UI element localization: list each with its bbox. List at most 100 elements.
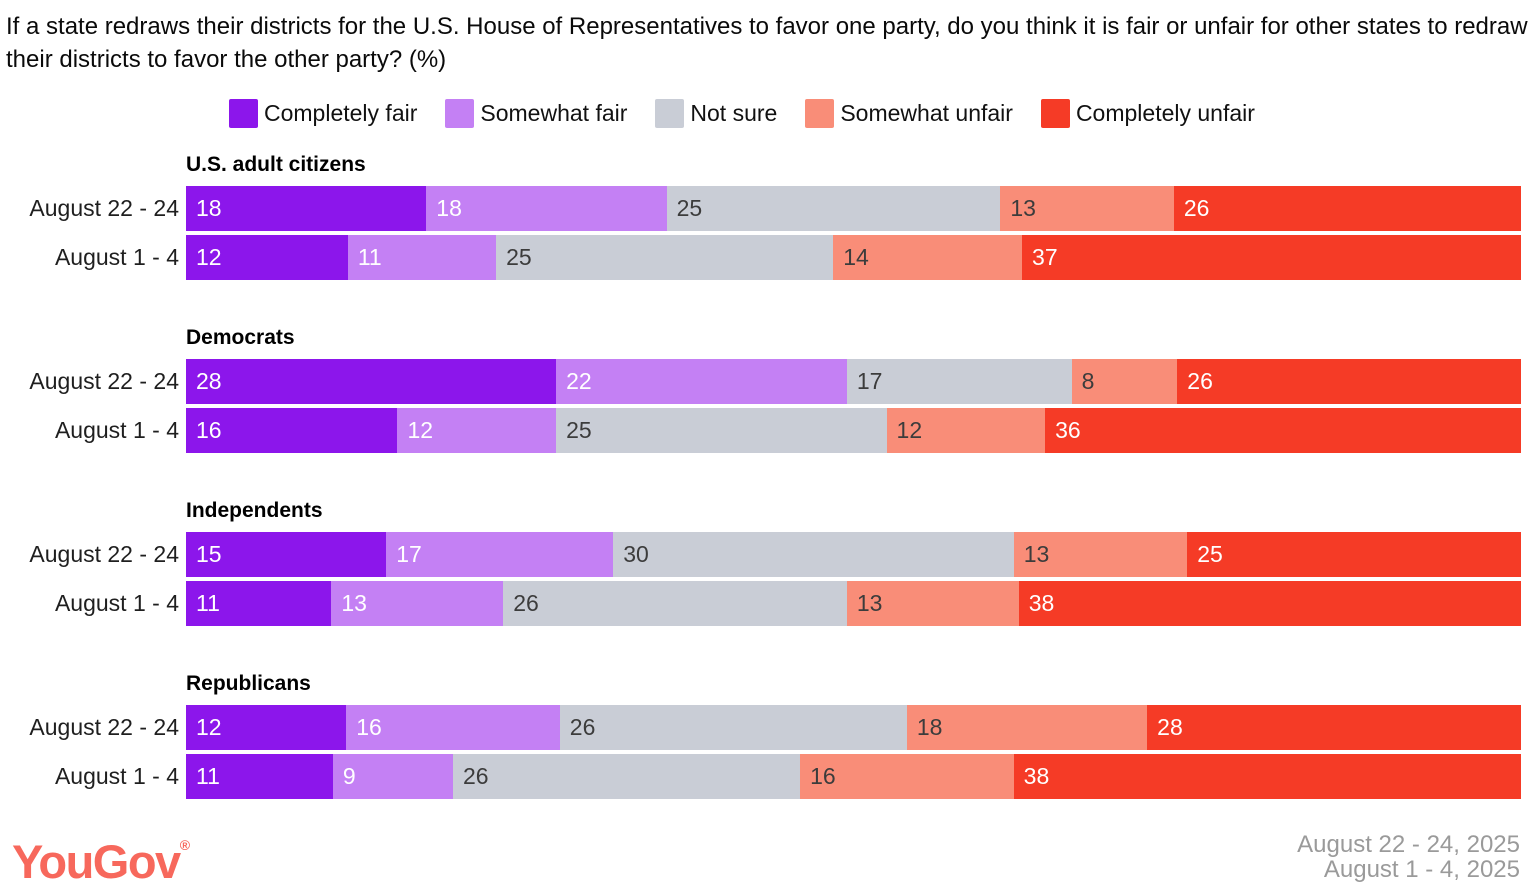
row-date-label: August 22 - 24 bbox=[29, 195, 179, 221]
bar-segment: 13 bbox=[1013, 532, 1188, 577]
segment-value-label: 18 bbox=[436, 195, 462, 221]
segment-value-label: 25 bbox=[506, 244, 532, 270]
bar-segment: 28 bbox=[1147, 705, 1521, 750]
group-title: Republicans bbox=[186, 672, 311, 695]
row-date-label: August 22 - 24 bbox=[29, 368, 179, 394]
bar-segment: 26 bbox=[1173, 186, 1521, 231]
bar-group: Democrats August 22 - 24 28 22 17 8 26 August 1… bbox=[0, 326, 1535, 453]
bar-segment: 12 bbox=[186, 235, 348, 280]
segment-value-label: 13 bbox=[856, 590, 883, 616]
segment-value-label: 16 bbox=[810, 763, 836, 789]
stacked-bar: 16 12 25 12 36 bbox=[186, 408, 1521, 453]
bar-row: August 1 - 4 12 11 25 14 37 bbox=[0, 235, 1535, 280]
bar-segment: 38 bbox=[1013, 754, 1521, 799]
segment-value-label: 13 bbox=[1023, 541, 1050, 567]
bar-segment: 30 bbox=[613, 532, 1014, 577]
bar-segment: 14 bbox=[833, 235, 1023, 280]
segment-value-label: 17 bbox=[396, 541, 422, 567]
segment-value-label: 14 bbox=[843, 244, 869, 270]
legend-swatch-icon bbox=[229, 99, 258, 128]
yougov-logo: YouGov® bbox=[12, 825, 190, 885]
segment-value-label: 15 bbox=[196, 541, 222, 567]
segment-value-label: 8 bbox=[1081, 368, 1095, 394]
legend-label: Completely fair bbox=[264, 100, 418, 126]
bar-row: August 22 - 24 15 17 30 13 25 bbox=[0, 532, 1535, 577]
stacked-bar: 12 16 26 18 28 bbox=[186, 705, 1521, 750]
group-title: Democrats bbox=[186, 326, 295, 349]
segment-value-label: 28 bbox=[196, 368, 222, 394]
stacked-bar: 11 13 26 13 38 bbox=[186, 581, 1521, 626]
bar-segment: 18 bbox=[906, 705, 1148, 750]
stacked-bar: 11 9 26 16 38 bbox=[186, 754, 1521, 799]
legend-item: Completely fair bbox=[229, 99, 417, 128]
row-date-label: August 1 - 4 bbox=[54, 763, 179, 789]
legend: Completely fair Somewhat fair Not sure Some… bbox=[229, 99, 1535, 128]
row-date-label: August 1 - 4 bbox=[54, 417, 179, 443]
bar-segment: 12 bbox=[186, 705, 347, 750]
bar-segment: 12 bbox=[397, 408, 557, 453]
segment-value-label: 38 bbox=[1023, 763, 1050, 789]
legend-item: Somewhat unfair bbox=[805, 99, 1013, 128]
bar-segment: 16 bbox=[186, 408, 398, 453]
row-date-label: August 1 - 4 bbox=[54, 244, 179, 270]
stacked-bar: 12 11 25 14 37 bbox=[186, 235, 1521, 280]
stacked-bar: 15 17 30 13 25 bbox=[186, 532, 1521, 577]
bar-group: Independents August 22 - 24 15 17 30 13 25 Augu… bbox=[0, 499, 1535, 626]
segment-value-label: 12 bbox=[896, 417, 923, 443]
segment-value-label: 11 bbox=[357, 244, 382, 270]
bar-segment: 13 bbox=[1000, 186, 1174, 231]
segment-value-label: 26 bbox=[513, 590, 539, 616]
segment-value-label: 9 bbox=[342, 763, 356, 789]
bar-segment: 11 bbox=[186, 581, 332, 626]
bar-group: Republicans August 22 - 24 12 16 26 18 28 Augus… bbox=[0, 672, 1535, 799]
bar-segment: 25 bbox=[496, 235, 834, 280]
segment-value-label: 37 bbox=[1032, 244, 1058, 270]
legend-item: Somewhat fair bbox=[445, 99, 627, 128]
legend-label: Somewhat unfair bbox=[840, 100, 1013, 126]
bar-segment: 8 bbox=[1071, 359, 1178, 404]
legend-label: Not sure bbox=[690, 100, 778, 126]
bar-segment: 26 bbox=[503, 581, 847, 626]
bar-segment: 17 bbox=[846, 359, 1072, 404]
segment-value-label: 30 bbox=[623, 541, 649, 567]
segment-value-label: 12 bbox=[196, 244, 222, 270]
segment-value-label: 26 bbox=[569, 714, 596, 740]
bar-segment: 25 bbox=[556, 408, 887, 453]
legend-swatch-icon bbox=[1040, 99, 1070, 128]
group-title: U.S. adult citizens bbox=[186, 153, 366, 176]
bar-segment: 16 bbox=[800, 754, 1014, 799]
yougov-logo-text: YouGov bbox=[12, 835, 181, 888]
stacked-bar: 18 18 25 13 26 bbox=[186, 186, 1521, 231]
bar-segment: 11 bbox=[186, 754, 333, 799]
segment-value-label: 11 bbox=[196, 590, 220, 616]
bar-segment: 25 bbox=[666, 186, 1001, 231]
segment-value-label: 12 bbox=[196, 714, 222, 740]
bar-segment: 26 bbox=[452, 754, 801, 799]
segment-value-label: 18 bbox=[196, 195, 222, 221]
bar-row: August 22 - 24 28 22 17 8 26 bbox=[0, 359, 1535, 404]
row-date-label: August 22 - 24 bbox=[29, 541, 179, 567]
stacked-bar: 28 22 17 8 26 bbox=[186, 359, 1521, 404]
bar-row: August 1 - 4 11 13 26 13 38 bbox=[0, 581, 1535, 626]
bar-row: August 1 - 4 16 12 25 12 36 bbox=[0, 408, 1535, 453]
legend-item: Not sure bbox=[655, 99, 777, 128]
fieldwork-dates: August 22 - 24, 2025 August 1 - 4, 2025 bbox=[1297, 832, 1520, 882]
segment-value-label: 16 bbox=[196, 417, 222, 443]
legend-label: Completely unfair bbox=[1075, 100, 1255, 126]
segment-value-label: 13 bbox=[341, 590, 367, 616]
bar-segment: 36 bbox=[1045, 408, 1521, 453]
segment-value-label: 28 bbox=[1157, 714, 1183, 740]
bar-segment: 17 bbox=[386, 532, 614, 577]
segment-value-label: 12 bbox=[407, 417, 434, 443]
bar-segment: 11 bbox=[347, 235, 497, 280]
segment-value-label: 11 bbox=[196, 763, 220, 789]
bar-segment: 26 bbox=[1177, 359, 1521, 404]
bar-segment: 37 bbox=[1022, 235, 1521, 280]
segment-value-label: 38 bbox=[1028, 590, 1055, 616]
segment-value-label: 18 bbox=[916, 714, 943, 740]
legend-label: Somewhat fair bbox=[480, 100, 628, 126]
row-date-label: August 22 - 24 bbox=[29, 714, 179, 740]
segment-value-label: 25 bbox=[566, 417, 592, 443]
segment-value-label: 25 bbox=[676, 195, 703, 221]
legend-swatch-icon bbox=[805, 99, 835, 128]
